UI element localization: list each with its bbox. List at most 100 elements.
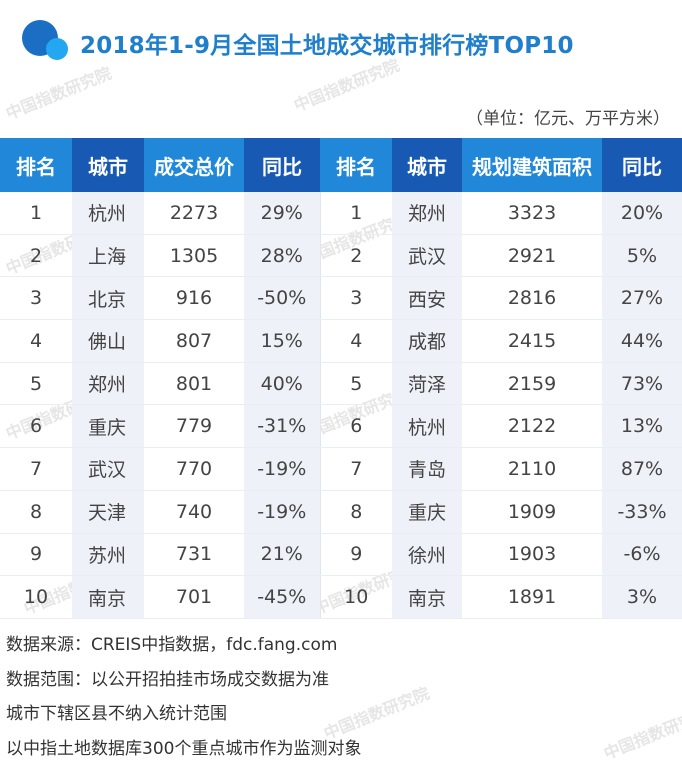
cell-total-price: 2273 xyxy=(144,192,244,235)
table-row: 7 武汉 770 -19% 7 青岛 2110 87% xyxy=(0,447,682,491)
cell-yoy: 73% xyxy=(602,362,682,406)
cell-total-price: 731 xyxy=(144,533,244,577)
cell-rank: 9 xyxy=(319,533,392,577)
cell-city: 杭州 xyxy=(72,192,144,235)
header: 2018年1-9月全国土地成交城市排行榜TOP10 xyxy=(0,0,682,80)
cell-city: 徐州 xyxy=(392,533,462,577)
cell-rank: 3 xyxy=(0,276,72,321)
header-planned-area: 规划建筑面积 xyxy=(462,138,602,192)
cell-yoy: 27% xyxy=(602,276,682,321)
cell-planned-area: 1891 xyxy=(462,575,602,619)
cell-planned-area: 2110 xyxy=(462,447,602,491)
cell-city: 成都 xyxy=(392,319,462,363)
cell-rank: 2 xyxy=(319,234,392,278)
cell-rank: 7 xyxy=(0,447,72,491)
cell-total-price: 807 xyxy=(144,319,244,363)
cell-yoy: -45% xyxy=(244,575,320,619)
header-rank: 排名 xyxy=(320,138,392,192)
table-row: 8 天津 740 -19% 8 重庆 1909 -33% xyxy=(0,490,682,534)
cell-rank: 7 xyxy=(319,447,392,491)
cell-rank: 1 xyxy=(0,192,72,235)
cell-total-price: 740 xyxy=(144,490,244,534)
cell-city: 重庆 xyxy=(72,404,144,449)
cell-yoy: -6% xyxy=(602,533,682,577)
cell-city: 南京 xyxy=(392,575,462,619)
cell-yoy: 87% xyxy=(602,447,682,491)
cell-city: 青岛 xyxy=(392,447,462,491)
cell-yoy: -33% xyxy=(602,490,682,534)
cell-yoy: 20% xyxy=(602,192,682,235)
ranking-table: 排名 城市 成交总价 同比 排名 城市 规划建筑面积 同比 1 杭州 2273 29%… xyxy=(0,138,682,619)
table-row: 9 苏州 731 21% 9 徐州 1903 -6% xyxy=(0,533,682,577)
cell-rank: 6 xyxy=(319,404,392,449)
cell-city: 上海 xyxy=(72,234,144,278)
cell-city: 郑州 xyxy=(392,192,462,235)
cell-yoy: 21% xyxy=(244,533,320,577)
table-row: 5 郑州 801 40% 5 菏泽 2159 73% xyxy=(0,362,682,406)
cell-planned-area: 2122 xyxy=(462,404,602,449)
cell-planned-area: 2159 xyxy=(462,362,602,406)
cell-rank: 1 xyxy=(319,192,392,235)
table-row: 1 杭州 2273 29% 1 郑州 3323 20% xyxy=(0,192,682,235)
table-row: 2 上海 1305 28% 2 武汉 2921 5% xyxy=(0,234,682,278)
cell-city: 南京 xyxy=(72,575,144,619)
cell-rank: 8 xyxy=(319,490,392,534)
cell-planned-area: 2415 xyxy=(462,319,602,363)
page-title: 2018年1-9月全国土地成交城市排行榜TOP10 xyxy=(80,33,574,59)
cell-city: 菏泽 xyxy=(392,362,462,406)
table-row: 3 北京 916 -50% 3 西安 2816 27% xyxy=(0,276,682,321)
cell-city: 北京 xyxy=(72,276,144,321)
cell-planned-area: 3323 xyxy=(462,192,602,235)
cell-yoy: 5% xyxy=(602,234,682,278)
footer-line: 以中指土地数据库300个重点城市作为监测对象 xyxy=(6,738,362,759)
cell-city: 杭州 xyxy=(392,404,462,449)
header-city: 城市 xyxy=(392,138,462,192)
cell-total-price: 801 xyxy=(144,362,244,406)
header-city: 城市 xyxy=(72,138,144,192)
cell-planned-area: 1903 xyxy=(462,533,602,577)
cell-total-price: 916 xyxy=(144,276,244,321)
footer-notes: 数据来源：CREIS中指数据，fdc.fang.com 数据范围：以公开招拍挂市… xyxy=(6,628,361,766)
cell-rank: 5 xyxy=(319,362,392,406)
cell-planned-area: 2816 xyxy=(462,276,602,321)
cell-rank: 5 xyxy=(0,362,72,406)
cell-city: 武汉 xyxy=(392,234,462,278)
table-row: 10 南京 701 -45% 10 南京 1891 3% xyxy=(0,575,682,619)
watermark: 中国指数研究院 xyxy=(601,703,682,764)
unit-note: （单位：亿元、万平方米） xyxy=(466,109,670,129)
cell-yoy: 44% xyxy=(602,319,682,363)
cell-total-price: 779 xyxy=(144,404,244,449)
cell-city: 武汉 xyxy=(72,447,144,491)
cell-rank: 3 xyxy=(319,276,392,321)
table-row: 4 佛山 807 15% 4 成都 2415 44% xyxy=(0,319,682,363)
cell-city: 西安 xyxy=(392,276,462,321)
cell-rank: 4 xyxy=(319,319,392,363)
cell-city: 苏州 xyxy=(72,533,144,577)
cell-yoy: -50% xyxy=(244,276,320,321)
table-header-row: 排名 城市 成交总价 同比 排名 城市 规划建筑面积 同比 xyxy=(0,138,682,192)
cell-rank: 6 xyxy=(0,404,72,449)
cell-yoy: -19% xyxy=(244,490,320,534)
cell-yoy: 28% xyxy=(244,234,320,278)
cell-yoy: -19% xyxy=(244,447,320,491)
cell-city: 天津 xyxy=(72,490,144,534)
footer-line: 数据范围：以公开招拍挂市场成交数据为准 xyxy=(6,669,329,690)
table-row: 6 重庆 779 -31% 6 杭州 2122 13% xyxy=(0,404,682,449)
cell-yoy: 40% xyxy=(244,362,320,406)
cell-yoy: 29% xyxy=(244,192,320,235)
footer-line: 数据来源：CREIS中指数据，fdc.fang.com xyxy=(6,635,338,655)
header-rank: 排名 xyxy=(0,138,72,192)
cell-rank: 8 xyxy=(0,490,72,534)
cell-rank: 10 xyxy=(0,575,72,619)
header-total-price: 成交总价 xyxy=(144,138,244,192)
cell-city: 佛山 xyxy=(72,319,144,363)
cell-planned-area: 1909 xyxy=(462,490,602,534)
cell-rank: 2 xyxy=(0,234,72,278)
cell-yoy: 13% xyxy=(602,404,682,449)
cell-planned-area: 2921 xyxy=(462,234,602,278)
cell-yoy: -31% xyxy=(244,404,320,449)
cell-total-price: 1305 xyxy=(144,234,244,278)
cell-yoy: 15% xyxy=(244,319,320,363)
cell-city: 重庆 xyxy=(392,490,462,534)
cell-rank: 10 xyxy=(319,575,392,619)
